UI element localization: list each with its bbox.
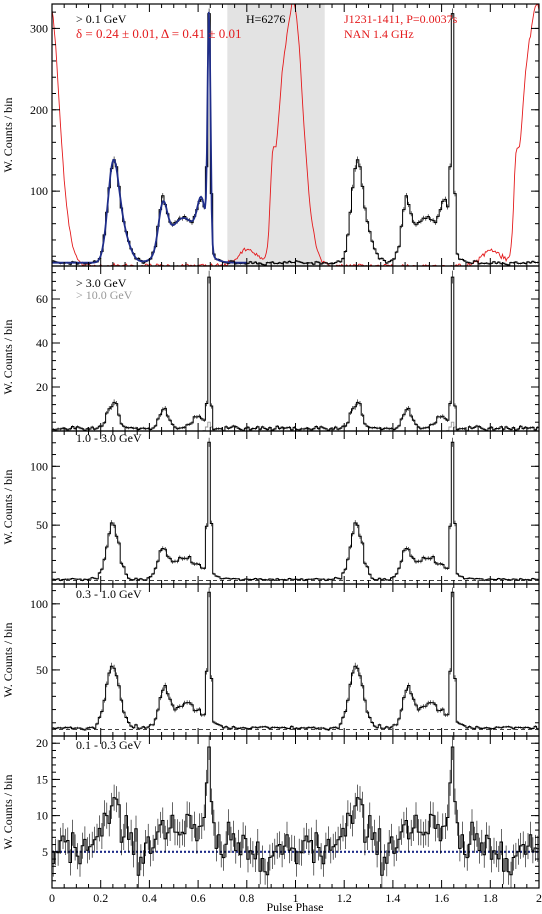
y-tick-label: 100 xyxy=(30,597,48,611)
panel-3-ylabel: W. Counts / bin xyxy=(1,470,15,545)
panel-frame xyxy=(51,430,540,585)
panel-5: 5 10 15 20 0 0.2 0.4 0.6 0.8 1 1.2 1.4 1.6 1.8 2 W. Co… xyxy=(1,735,542,914)
y-tick-label: 100 xyxy=(30,184,48,198)
pulse-model-curve xyxy=(52,11,247,264)
x-tick-label: 0.4 xyxy=(142,891,157,905)
panel-5-energy-label: 0.1 - 0.3 GeV xyxy=(76,738,142,752)
gamma-histogram xyxy=(52,746,539,876)
x-tick-label: 1.8 xyxy=(483,891,498,905)
panel-2-ylabel: W. Counts / bin xyxy=(1,320,15,395)
x-tick-label: 0.8 xyxy=(239,891,254,905)
panel-2-energy2-label: > 10.0 GeV xyxy=(76,288,133,302)
x-tick-label: 1.6 xyxy=(434,891,449,905)
gamma-histogram xyxy=(52,591,539,731)
panel-4-energy-label: 0.3 - 1.0 GeV xyxy=(76,587,142,601)
gamma-histogram xyxy=(52,441,539,581)
y-tick-label: 15 xyxy=(36,772,48,786)
y-tick-label: 20 xyxy=(36,736,48,750)
x-tick-label: 0.6 xyxy=(191,891,206,905)
panel-4-ylabel: W. Counts / bin xyxy=(1,623,15,698)
panel-1-radio-label: NAN 1.4 GHz xyxy=(344,27,414,41)
y-tick-label: 50 xyxy=(36,518,48,532)
gamma-error-bars xyxy=(52,736,539,888)
y-tick-label: 40 xyxy=(36,336,48,350)
panel-1-fit-label: δ = 0.24 ± 0.01, Δ = 0.41 ± 0.01 xyxy=(76,26,241,41)
x-tick-label: 0 xyxy=(49,891,55,905)
panel-1-h-label: H=6276 xyxy=(246,12,285,26)
y-tick-label: 300 xyxy=(30,21,48,35)
y-tick-label: 20 xyxy=(36,380,48,394)
panel-3-energy-label: 1.0 - 3.0 GeV xyxy=(76,431,142,445)
panel-1-ylabel: W. Counts / bin xyxy=(1,98,15,173)
panel-1: 100 200 300 W. Counts / bin > 0.1 GeV H=62… xyxy=(1,3,540,267)
x-tick-label: 1.2 xyxy=(337,891,352,905)
panel-4: 50 100 W. Counts / bin 0.3 - 1.0 GeV xyxy=(1,583,540,737)
panel-2: 20 40 60 W. Counts / bin > 3.0 GeV > 10.0 … xyxy=(1,265,540,432)
x-tick-label: 1.4 xyxy=(385,891,400,905)
panel-3: 50 100 W. Counts / bin 1.0 - 3.0 GeV xyxy=(1,430,540,585)
y-tick-label: 200 xyxy=(30,103,48,117)
x-axis-label: Pulse Phase xyxy=(267,900,324,914)
x-tick-label: 1 xyxy=(293,891,299,905)
x-tick-label: 2 xyxy=(536,891,542,905)
panel-2-energy-label: > 3.0 GeV xyxy=(76,276,127,290)
panel-5-ylabel: W. Counts / bin xyxy=(1,775,15,850)
x-tick-label: 0.2 xyxy=(93,891,108,905)
phase-shaded-region xyxy=(227,4,325,266)
panel-1-energy-label: > 0.1 GeV xyxy=(76,12,127,26)
panel-frame xyxy=(51,735,540,889)
y-tick-label: 50 xyxy=(36,663,48,677)
gamma-error-bars xyxy=(52,587,539,731)
y-tick-label: 5 xyxy=(42,845,48,859)
y-tick-label: 10 xyxy=(36,809,48,823)
panel-1-pulsar-label: J1231-1411, P=0.0037s xyxy=(344,12,458,26)
y-tick-label: 100 xyxy=(30,459,48,473)
y-tick-label: 60 xyxy=(36,292,48,306)
gamma-error-bars xyxy=(52,437,539,582)
